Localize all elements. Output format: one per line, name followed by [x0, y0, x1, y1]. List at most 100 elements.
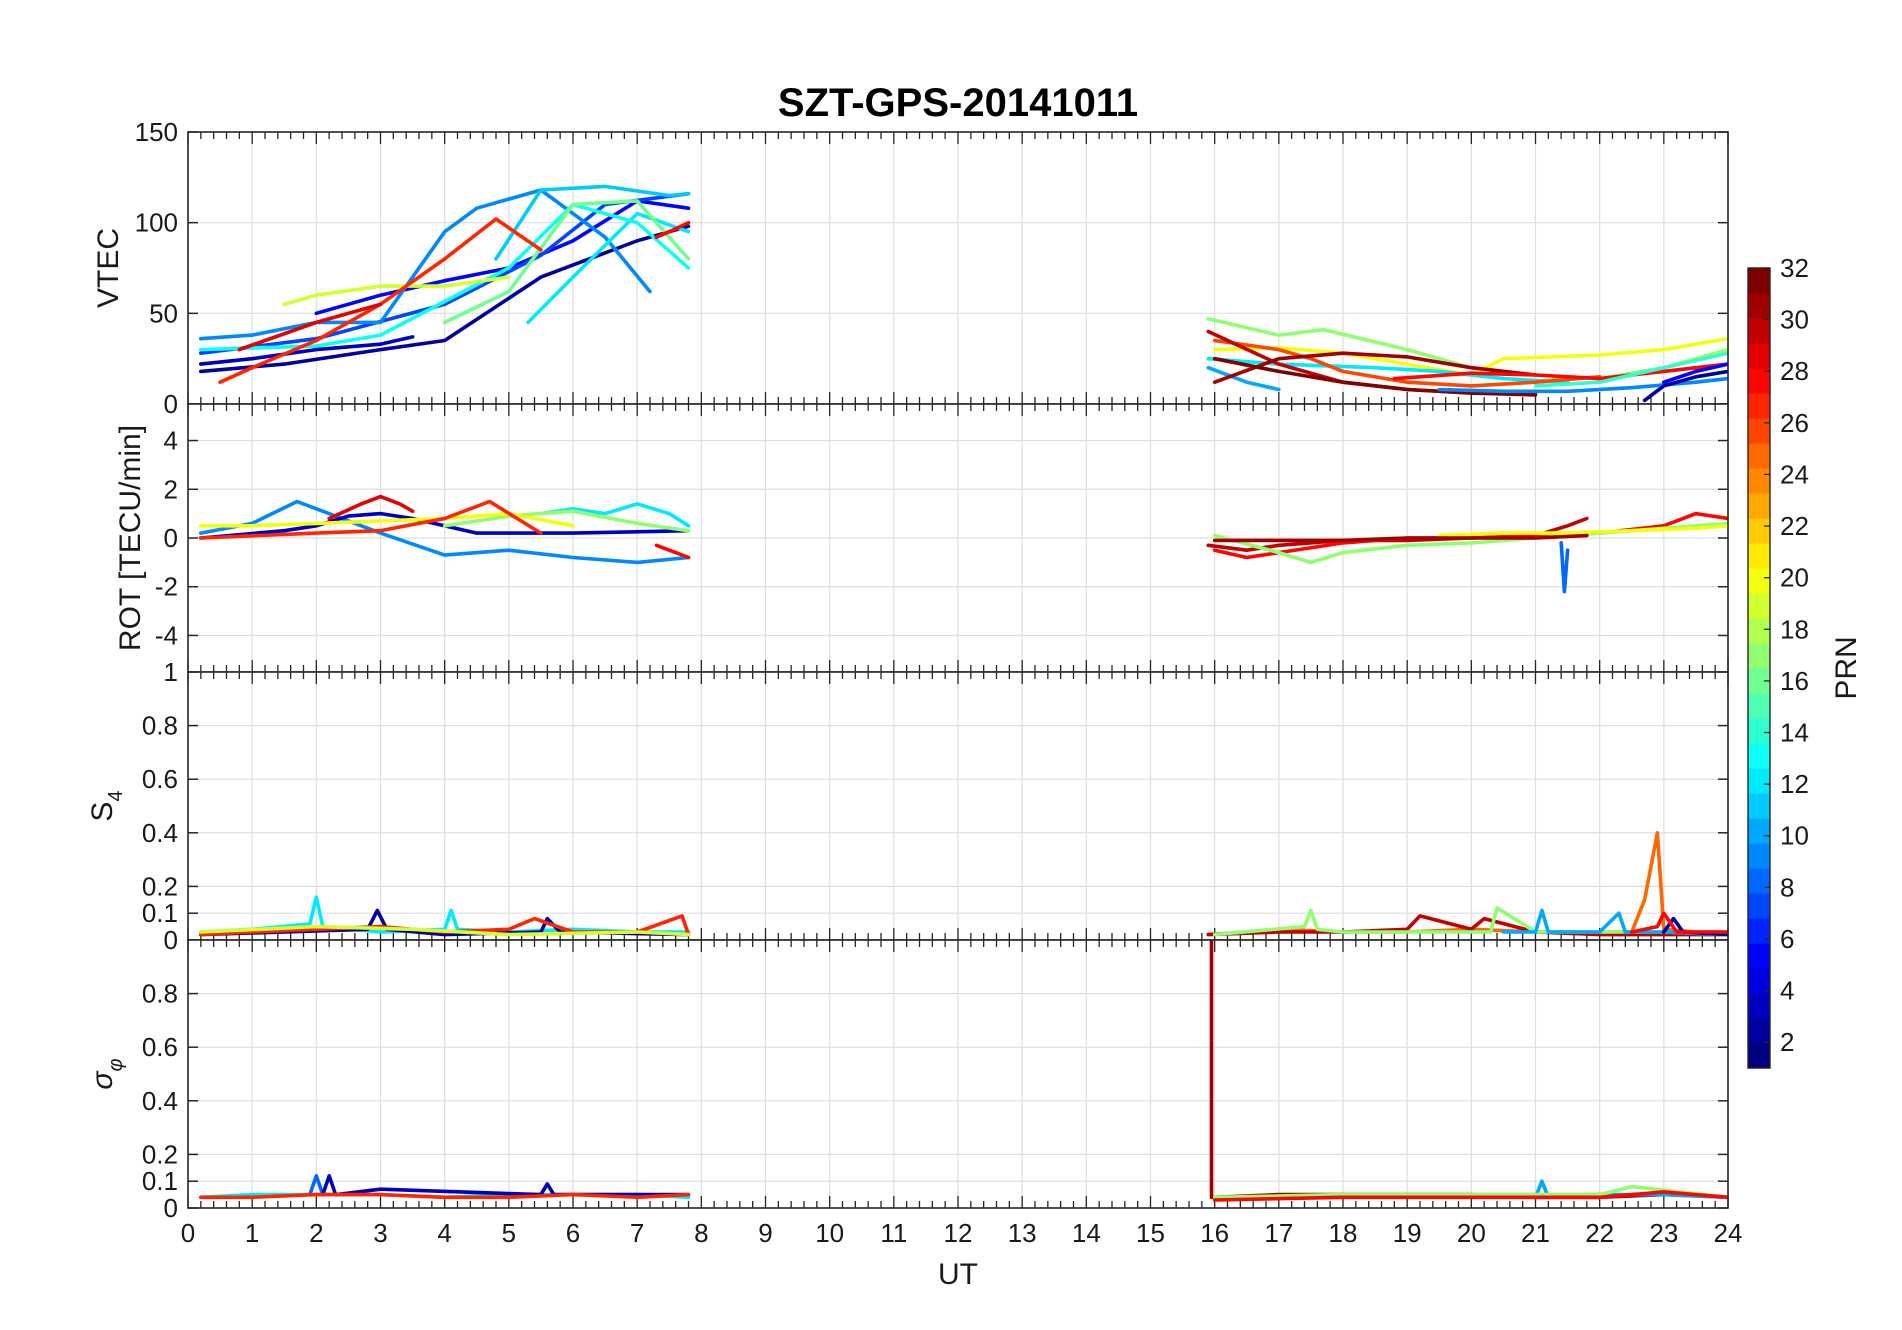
- series-line-prn-31: [1212, 533, 1589, 543]
- colorbar-tick-label: 4: [1780, 976, 1794, 1006]
- y-tick-label: 0: [164, 523, 178, 553]
- colorbar-tick-label: 32: [1780, 253, 1809, 283]
- series-line-prn-12: [526, 211, 691, 325]
- colorbar-band: [1748, 568, 1770, 594]
- colorbar-label: PRN: [1830, 636, 1863, 699]
- series-line-prn-20: [1437, 523, 1728, 538]
- colorbar-band: [1748, 618, 1770, 644]
- x-tick-label: 19: [1393, 1218, 1422, 1248]
- x-tick-label: 12: [944, 1218, 973, 1248]
- colorbar-band: [1748, 593, 1770, 619]
- y-tick-label: 0.2: [142, 871, 178, 901]
- colorbar-tick-label: 12: [1780, 769, 1809, 799]
- colorbar-band: [1748, 1043, 1770, 1069]
- y-tick-label: 0.8: [142, 711, 178, 741]
- series-line-prn-3: [199, 335, 415, 366]
- x-tick-label: 23: [1649, 1218, 1678, 1248]
- x-tick-label: 15: [1136, 1218, 1165, 1248]
- colorbar-band: [1748, 1018, 1770, 1044]
- colorbar-band: [1748, 718, 1770, 744]
- colorbar-band: [1748, 468, 1770, 494]
- colorbar-tick-label: 8: [1780, 872, 1794, 902]
- x-tick-label: 1: [245, 1218, 259, 1248]
- panel-sigma: 00.10.2 0.4 0.6 0.8 σφ: [86, 939, 1729, 1223]
- series-line-prn-3: [320, 1174, 691, 1197]
- x-tick-label: 14: [1072, 1218, 1101, 1248]
- y-tick-label: 100: [135, 208, 178, 238]
- y-tick-label: 2: [164, 474, 178, 504]
- series-line-prn-29: [237, 302, 383, 352]
- series-line-prn-30: [1206, 914, 1728, 937]
- colorbar-band: [1748, 843, 1770, 869]
- colorbar-tick-label: 14: [1780, 718, 1809, 748]
- series-group: [199, 940, 1728, 1202]
- y-tick-label: 150: [135, 117, 178, 147]
- series-line-prn-12: [539, 502, 691, 528]
- y-tick-label: 0.1: [142, 898, 178, 928]
- x-tick-label: 2: [309, 1218, 323, 1248]
- x-tick-label: 4: [437, 1218, 451, 1248]
- colorbar-tick-label: 18: [1780, 614, 1809, 644]
- colorbar-tick-label: 6: [1780, 924, 1794, 954]
- x-tick-label: 10: [815, 1218, 844, 1248]
- colorbar-tick-label: 20: [1780, 563, 1809, 593]
- y-tick-label: 0.6: [142, 764, 178, 794]
- colorbar-band: [1748, 818, 1770, 844]
- series-line-prn-28: [1392, 362, 1728, 381]
- y-tick-label: 0.2: [142, 1139, 178, 1169]
- series-line-prn-9: [199, 499, 691, 565]
- colorbar-tick-label: 26: [1780, 408, 1809, 438]
- x-tick-label: 0: [181, 1218, 195, 1248]
- colorbar-band: [1748, 968, 1770, 994]
- series-group: [199, 184, 1728, 403]
- colorbar-band: [1748, 343, 1770, 369]
- series-line-prn-10: [1206, 365, 1281, 392]
- series-group: [199, 830, 1728, 937]
- series-line-prn-31: [1212, 351, 1538, 385]
- series-line-prn-27: [199, 499, 543, 540]
- series-line-prn-28: [1630, 911, 1728, 934]
- series-line-prn-17: [442, 509, 691, 533]
- colorbar-band: [1748, 893, 1770, 919]
- y-axis-label: VTEC: [92, 228, 125, 308]
- x-axis-label: UT: [938, 1258, 978, 1291]
- y-tick-label: 0: [164, 925, 178, 955]
- series-line-prn-28: [1212, 1190, 1728, 1202]
- x-tick-label: 6: [566, 1218, 580, 1248]
- series-line-prn-9: [1437, 376, 1728, 394]
- colorbar-band: [1748, 743, 1770, 769]
- colorbar-tick-label: 24: [1780, 459, 1809, 489]
- colorbar-band: [1748, 543, 1770, 569]
- chart-title: SZT-GPS-20141011: [778, 81, 1138, 125]
- colorbar-band: [1748, 943, 1770, 969]
- x-tick-label: 16: [1200, 1218, 1229, 1248]
- colorbar-band: [1748, 918, 1770, 944]
- x-tick-label: 24: [1714, 1218, 1743, 1248]
- series-line-prn-32: [1212, 356, 1538, 397]
- x-tick-label: 5: [502, 1218, 516, 1248]
- y-tick-label: 50: [149, 298, 178, 328]
- series-line-prn-28: [654, 543, 691, 560]
- colorbar-band: [1748, 268, 1770, 294]
- series-line-prn-17: [1212, 1184, 1728, 1200]
- series-line-prn-14: [1533, 351, 1728, 388]
- series-line-prn-13: [199, 202, 691, 352]
- series-line-prn-17: [1212, 905, 1728, 937]
- series-line-prn-29: [327, 494, 415, 521]
- colorbar-band: [1748, 293, 1770, 319]
- panel-s4: 00.10.2 0.4 0.6 0.8 1 S4: [86, 657, 1729, 955]
- colorbar-band: [1748, 993, 1770, 1019]
- panel-frame: [187, 939, 1729, 1209]
- colorbar-band: [1748, 793, 1770, 819]
- series-line-prn-27: [199, 1192, 691, 1200]
- series-line-prn-16: [442, 199, 691, 325]
- colorbar-band: [1748, 668, 1770, 694]
- colorbar-tick-label: 16: [1780, 666, 1809, 696]
- panel-rot: -4 -2 0 2 4 ROT [TECU/min]: [114, 403, 1729, 673]
- y-tick-label: 4: [164, 426, 178, 456]
- colorbar-band: [1748, 518, 1770, 544]
- colorbar-band: [1748, 643, 1770, 669]
